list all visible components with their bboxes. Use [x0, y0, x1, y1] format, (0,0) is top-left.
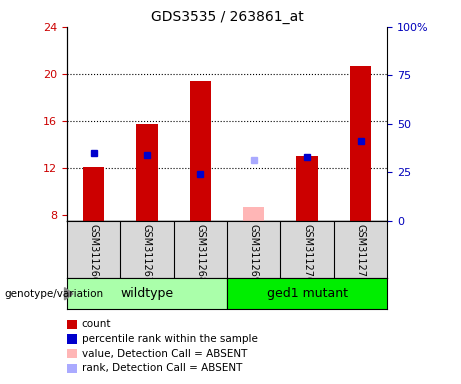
Title: GDS3535 / 263861_at: GDS3535 / 263861_at	[151, 10, 303, 25]
Text: GSM311271: GSM311271	[355, 223, 366, 283]
Bar	[296, 156, 318, 221]
Text: ged1 mutant: ged1 mutant	[266, 287, 348, 300]
Text: GSM311270: GSM311270	[302, 223, 312, 283]
Text: genotype/variation: genotype/variation	[5, 289, 104, 299]
Bar	[243, 207, 265, 221]
Bar	[136, 124, 158, 221]
Text: GSM311266: GSM311266	[89, 223, 99, 283]
Text: GSM311267: GSM311267	[142, 223, 152, 283]
Text: value, Detection Call = ABSENT: value, Detection Call = ABSENT	[82, 349, 247, 359]
Bar	[67, 278, 227, 309]
Text: rank, Detection Call = ABSENT: rank, Detection Call = ABSENT	[82, 363, 242, 373]
Text: count: count	[82, 319, 111, 329]
Bar	[350, 66, 371, 221]
Text: GSM311269: GSM311269	[249, 223, 259, 283]
Bar	[189, 81, 211, 221]
Text: wildtype: wildtype	[120, 287, 173, 300]
Bar	[83, 167, 104, 221]
Bar	[227, 278, 387, 309]
Text: GSM311268: GSM311268	[195, 223, 205, 283]
Text: percentile rank within the sample: percentile rank within the sample	[82, 334, 258, 344]
